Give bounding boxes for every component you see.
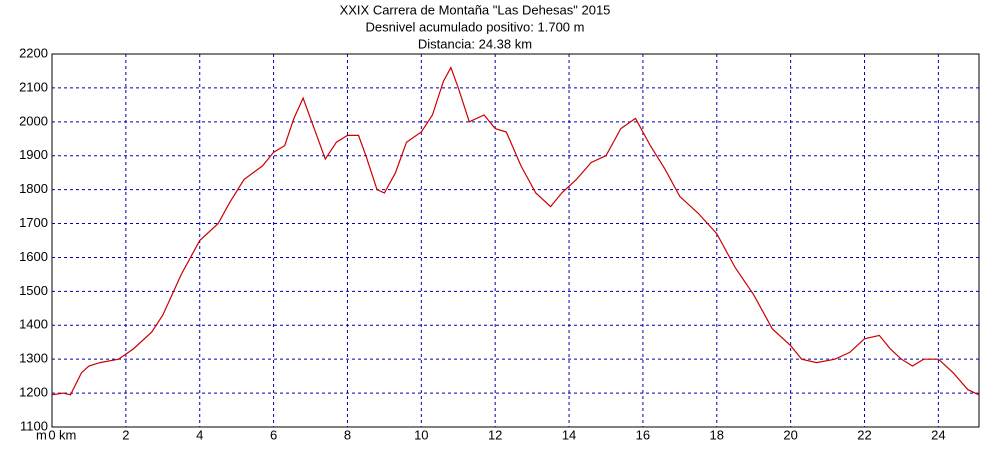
y-tick-label: 1800 [19, 181, 48, 196]
x-tick-label: 0 [48, 427, 55, 442]
y-tick-label: 2200 [19, 45, 48, 60]
x-tick-label: 12 [488, 427, 502, 442]
y-tick-label: 1100 [20, 418, 48, 433]
y-unit: m [36, 427, 47, 442]
plot-frame [51, 53, 980, 428]
x-tick-label: 2 [122, 427, 129, 442]
x-tick-label: 18 [710, 427, 724, 442]
chart-subtitle: Desnivel acumulado positivo: 1.700 m [366, 19, 585, 34]
y-tick-label: 1600 [19, 249, 48, 264]
x-tick-label: 6 [270, 427, 277, 442]
y-tick-label: 1400 [19, 317, 48, 332]
y-tick-label: 1500 [19, 283, 48, 298]
x-tick-label: 10 [414, 427, 428, 442]
y-tick-label: 2100 [19, 79, 48, 94]
y-tick-label: 1300 [19, 351, 48, 366]
chart-subtitle: Distancia: 24.38 km [418, 36, 532, 51]
y-tick-label: 1700 [19, 215, 48, 230]
x-tick-label: 14 [562, 427, 576, 442]
y-tick-label: 1200 [19, 385, 48, 400]
x-unit: km [59, 427, 76, 442]
y-tick-label: 1900 [19, 147, 48, 162]
chart-title: XXIX Carrera de Montaña "Las Dehesas" 20… [340, 2, 611, 17]
x-tick-label: 8 [344, 427, 351, 442]
x-tick-label: 22 [857, 427, 871, 442]
x-tick-label: 16 [636, 427, 650, 442]
y-tick-label: 2000 [19, 113, 48, 128]
x-tick-label: 24 [931, 427, 945, 442]
x-tick-label: 4 [196, 427, 203, 442]
elevation-line [51, 66, 980, 396]
x-tick-label: 20 [783, 427, 797, 442]
